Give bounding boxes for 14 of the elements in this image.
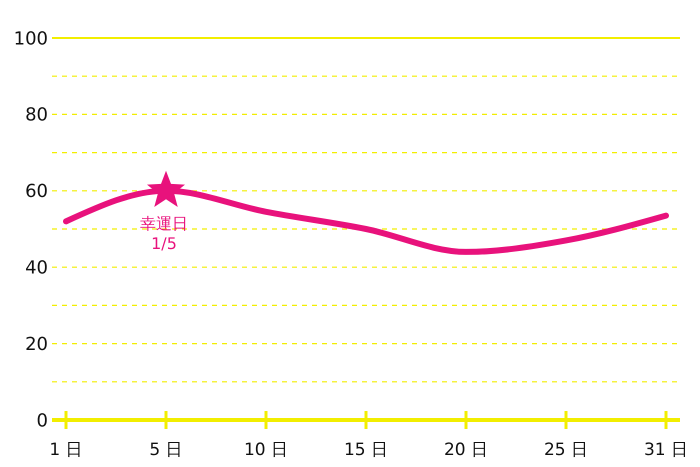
annotation: 幸運日 1/5: [140, 214, 188, 253]
y-tick-label: 60: [25, 181, 48, 202]
y-tick-label: 20: [25, 334, 48, 355]
x-tick-label: 5 日: [149, 440, 183, 460]
x-tick-label: 20 日: [444, 440, 488, 460]
x-tick-label: 15 日: [344, 440, 388, 460]
x-tick-label: 31 日: [644, 440, 688, 460]
x-tick-label: 25 日: [544, 440, 588, 460]
y-tick-label: 100: [14, 28, 48, 50]
y-tick-label: 0: [36, 410, 48, 432]
y-tick-label: 80: [25, 104, 48, 126]
y-tick-label: 40: [25, 258, 48, 278]
x-tick-label: 1 日: [49, 440, 83, 460]
x-tick-label: 10 日: [244, 440, 288, 460]
